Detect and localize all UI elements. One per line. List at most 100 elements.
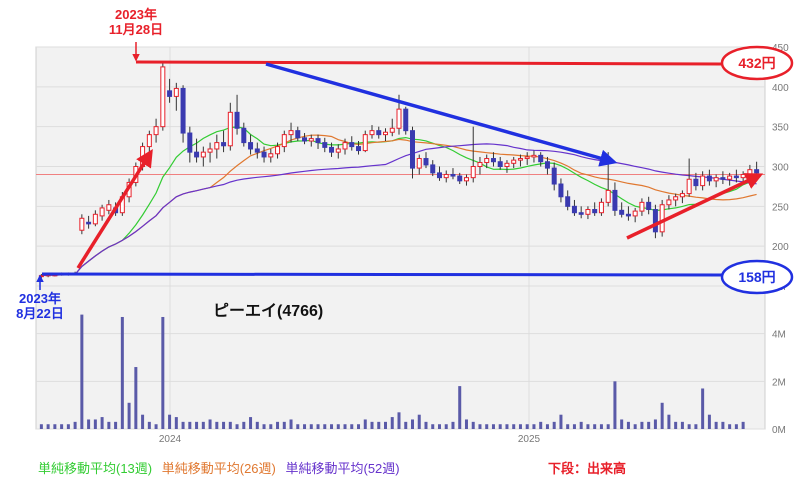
candle-body [248, 142, 254, 150]
volume-bar [498, 424, 502, 429]
candle-body [612, 189, 618, 211]
volume-bar [552, 421, 556, 429]
candle-body [241, 127, 247, 144]
volume-bar [188, 421, 192, 429]
price-tick-label: 400 [772, 83, 789, 94]
volume-panel [35, 285, 766, 430]
candle-body [180, 87, 186, 134]
volume-bar [505, 424, 509, 429]
candle-body [254, 148, 260, 153]
volume-bar [667, 414, 671, 429]
candle-body [275, 146, 281, 155]
volume-bar [114, 421, 118, 429]
volume-bar [208, 419, 212, 429]
volume-bar [397, 412, 401, 429]
candle-body [234, 111, 240, 129]
volume-bar [741, 421, 745, 429]
volume-bar [539, 421, 543, 429]
volume-bar [384, 421, 388, 429]
volume-bar [451, 421, 455, 429]
candle-body [423, 158, 429, 166]
volume-bar [491, 424, 495, 429]
high-price-label: 432円 [738, 55, 775, 71]
volume-bar [593, 424, 597, 429]
candle-body [389, 127, 395, 133]
volume-bar [653, 419, 657, 429]
volume-bar [73, 421, 77, 429]
candle-body [335, 148, 341, 153]
candle-body [727, 175, 733, 180]
candle-body [356, 146, 362, 152]
low-price-line [41, 272, 723, 277]
candle-body [484, 158, 490, 164]
candle-body [551, 167, 557, 185]
candle-body [342, 142, 348, 150]
volume-bar [572, 424, 576, 429]
volume-tick-label: 4M [772, 330, 786, 341]
x-tick-label: 2024 [159, 434, 182, 445]
price-tick-label: 450 [772, 43, 789, 54]
candle-body [153, 126, 159, 136]
candle-body [457, 175, 463, 182]
candle-body [558, 183, 564, 198]
low-price-ellipse [720, 259, 794, 295]
candle-body [308, 138, 314, 142]
candle-body [302, 137, 308, 142]
candle-body [511, 159, 517, 164]
volume-bar [525, 424, 529, 429]
volume-bar [599, 424, 603, 429]
volume-bar [181, 421, 185, 429]
volume-bar [174, 417, 178, 429]
candle-body [146, 134, 152, 148]
low-price-label: 158円 [738, 269, 775, 285]
candle-body [598, 201, 604, 214]
volume-bar [222, 421, 226, 429]
candle-body [187, 132, 193, 153]
rise-arrow [76, 149, 153, 269]
candle-body [477, 162, 483, 167]
volume-bar [647, 421, 651, 429]
candle-body [416, 158, 422, 169]
candle-body [160, 66, 166, 128]
volume-bar [370, 421, 374, 429]
moving-average-legend: 単純移動平均(13週) 単純移動平均(26週) 単純移動平均(52週) [38, 458, 406, 477]
volume-bar [127, 402, 131, 429]
candle-body [214, 142, 220, 150]
grid-lines [36, 46, 765, 430]
volume-bar [249, 417, 253, 429]
volume-bar [437, 424, 441, 429]
candle-body [544, 161, 550, 169]
candle-body [281, 134, 287, 148]
volume-bar [161, 316, 165, 429]
volume-bar [255, 421, 259, 429]
candle-body [632, 210, 638, 217]
volume-bar [478, 424, 482, 429]
candle-body [383, 131, 389, 136]
volume-bar [545, 424, 549, 429]
candle-body [740, 173, 746, 179]
volume-bar [168, 414, 172, 429]
volume-bar [559, 414, 563, 429]
volume-bar [141, 414, 145, 429]
candle-body [322, 142, 328, 148]
volume-bar [269, 424, 273, 429]
volume-bar [390, 417, 394, 429]
candle-body [619, 209, 625, 215]
candle-body [227, 111, 233, 147]
high-date-label: 2023年 11月28日 [109, 7, 163, 37]
volume-bar [458, 386, 462, 429]
moving-average-lines [41, 126, 757, 277]
price-axis-ticks: 200 250 300 350 400 450 [772, 43, 789, 253]
volume-bar [444, 424, 448, 429]
candle-body [369, 130, 375, 136]
candle-body [92, 213, 98, 225]
candle-body [504, 162, 510, 168]
legend-ma13: 単純移動平均(13週) [38, 461, 153, 476]
candle-body [713, 177, 719, 182]
candle-body [295, 130, 301, 139]
volume-bar [53, 424, 57, 429]
volume-bar [707, 414, 711, 429]
volume-bar [518, 424, 522, 429]
volume-bar [235, 424, 239, 429]
volume-bar [714, 421, 718, 429]
